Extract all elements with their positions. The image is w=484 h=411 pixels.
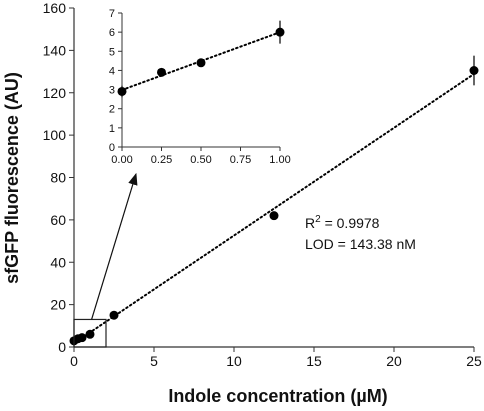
inset-data-point <box>275 27 285 37</box>
inset-y-tick-label: 5 <box>109 46 115 58</box>
inset-x-tick-label: 0.75 <box>230 154 251 166</box>
inset-y-tick-label: 6 <box>109 27 115 39</box>
x-tick-label: 0 <box>70 353 78 369</box>
inset-plot: 0 1 2 3 4 5 6 7 0.00 0.25 0.50 0.75 1.00 <box>92 5 295 167</box>
y-tick-label: 40 <box>50 254 66 270</box>
lod-annotation: LOD = 143.38 nM <box>305 236 416 252</box>
inset-y-tick-label: 2 <box>109 104 115 116</box>
inset-x-tick-label: 0.00 <box>111 154 132 166</box>
inset-y-tick-label: 4 <box>109 65 115 77</box>
data-point <box>77 333 87 343</box>
inset-data-point <box>196 58 206 68</box>
y-axis-title: sfGFP fluorescence (AU) <box>2 72 22 284</box>
inset-y-tick-label: 3 <box>109 85 115 97</box>
inset-y-tick-label: 0 <box>109 142 115 154</box>
inset-data-point <box>157 67 166 77</box>
y-tick-label: 0 <box>58 339 66 355</box>
y-tick-label: 100 <box>43 127 67 143</box>
inset-data-point <box>117 86 127 96</box>
x-tick-label: 25 <box>466 353 482 369</box>
inset-y-tick-label: 7 <box>109 8 115 20</box>
inset-y-tick-label: 1 <box>109 123 115 135</box>
y-tick-label: 140 <box>43 42 67 58</box>
data-point <box>469 66 479 76</box>
zoom-arrow <box>91 172 138 320</box>
y-tick-label: 80 <box>50 170 66 186</box>
y-tick-label: 60 <box>50 212 66 228</box>
x-tick-label: 15 <box>306 353 322 369</box>
main-marks <box>69 55 479 348</box>
inset-background <box>92 5 295 167</box>
inset-x-tick-label: 0.50 <box>190 154 211 166</box>
data-point <box>109 310 119 320</box>
inset-x-tick-label: 1.00 <box>269 154 290 166</box>
zoom-box <box>73 318 107 348</box>
x-tick-label: 10 <box>226 353 242 369</box>
x-axis-title: Indole concentration (µM) <box>168 386 387 406</box>
y-tick-label: 120 <box>43 85 67 101</box>
inset-trendline <box>121 31 281 91</box>
data-point <box>269 211 279 221</box>
x-tick-label: 20 <box>386 353 402 369</box>
y-tick-label: 20 <box>50 297 66 313</box>
y-tick-label: 160 <box>43 0 67 16</box>
r-squared-annotation: R2 = 0.9978 <box>305 214 380 231</box>
trendline <box>73 72 475 345</box>
inset-x-tick-label: 0.25 <box>151 154 172 166</box>
annotations: R2 = 0.9978 LOD = 143.38 nM <box>305 214 416 252</box>
data-point <box>85 329 95 339</box>
x-tick-label: 5 <box>150 353 158 369</box>
